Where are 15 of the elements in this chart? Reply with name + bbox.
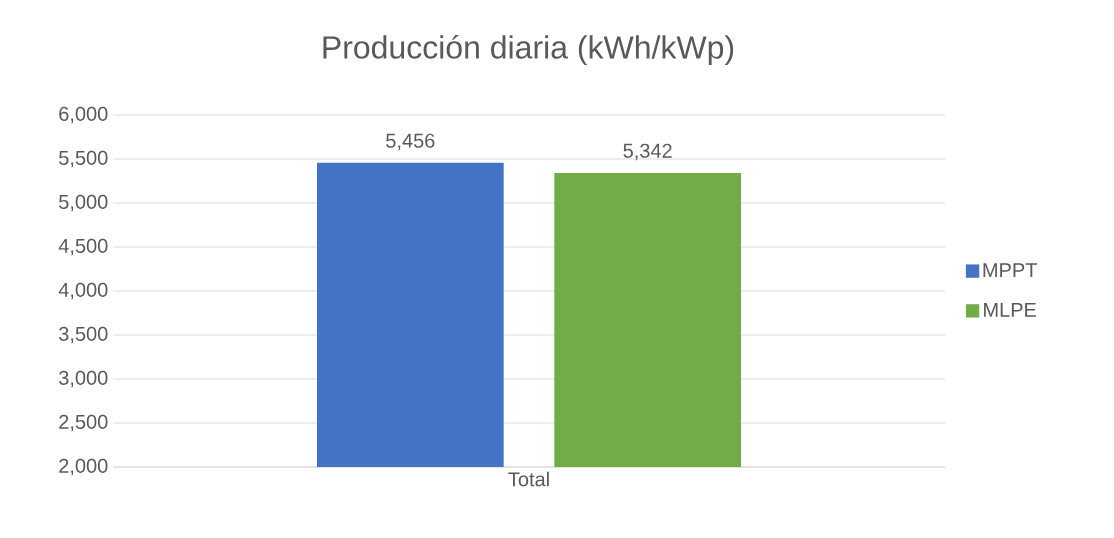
y-tick-label: 4,500 — [58, 238, 108, 256]
data-label: 5,456 — [386, 133, 435, 151]
y-tick-label: 4,000 — [58, 282, 108, 300]
chart-title: Producción diaria (kWh/kWp) — [323, 34, 734, 66]
y-tick-label: 5,500 — [59, 150, 108, 168]
y-tick-label: 5,000 — [59, 194, 108, 212]
x-tick-label: Total — [508, 471, 549, 487]
legend-label: MPPT — [983, 263, 1037, 277]
y-tick-label: 2,000 — [59, 458, 108, 476]
y-tick-label: 2,500 — [59, 414, 108, 432]
y-tick-label: 3,000 — [59, 370, 108, 388]
legend-label: MLPE — [984, 302, 1037, 317]
y-tick-label: 6,000 — [59, 106, 108, 124]
data-label: 5,342 — [623, 143, 672, 161]
y-tick-label: 3,500 — [59, 326, 108, 344]
